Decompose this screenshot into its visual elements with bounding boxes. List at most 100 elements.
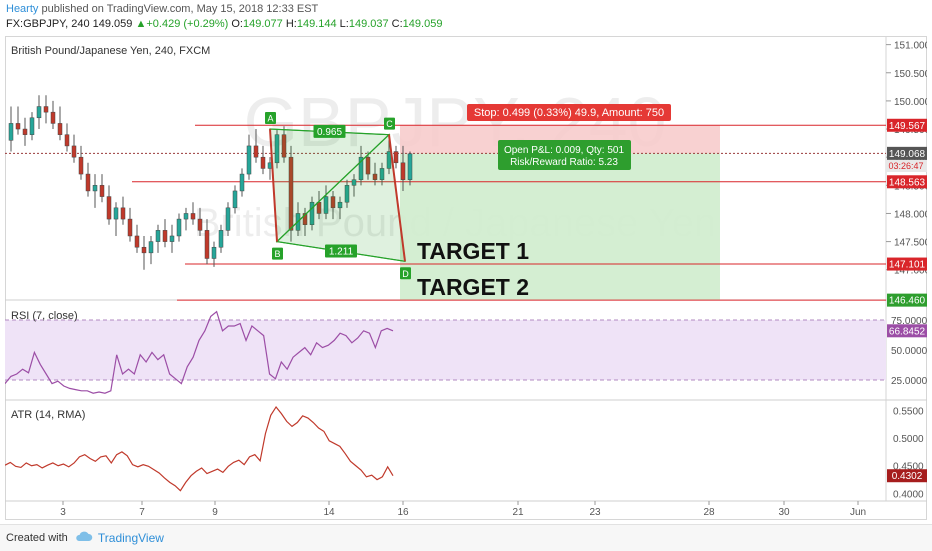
- candle-body: [106, 196, 112, 220]
- open-label: O:: [231, 18, 243, 30]
- time-tick-label: 16: [397, 507, 409, 518]
- candle-body: [344, 185, 350, 203]
- candle-body: [162, 230, 168, 242]
- price-tick-label: 147.000: [894, 266, 927, 277]
- candle-body: [393, 151, 399, 164]
- time-tick-label: 23: [589, 507, 601, 518]
- pattern-point-label: A: [267, 114, 273, 124]
- candle-body: [190, 213, 196, 220]
- chart-frame[interactable]: GBPJPY, 240 British Pound / Japanese Yen…: [4, 36, 931, 520]
- candle-body: [239, 173, 245, 192]
- candle-body: [148, 241, 154, 254]
- take-profit-zone[interactable]: [400, 153, 720, 301]
- rsi-tick-label: 25.0000: [891, 376, 927, 387]
- pnl-label-bg: [498, 140, 631, 170]
- pattern-cd-leg: [388, 134, 406, 262]
- high-value: 149.144: [296, 18, 337, 30]
- candle-body: [351, 179, 357, 186]
- candle-body: [386, 151, 392, 169]
- time-tick-label: 30: [778, 507, 790, 518]
- candle-body: [309, 201, 315, 225]
- pattern-point-badge: [384, 117, 395, 130]
- rsi-last-value: 66.8452: [889, 326, 926, 337]
- close-label: C:: [391, 18, 403, 30]
- bar-countdown: 03:26:47: [888, 161, 923, 171]
- harmonic-pattern[interactable]: A B C D 0.965 1.211: [265, 112, 411, 280]
- candle-body: [50, 111, 56, 124]
- price-pane-title: British Pound/Japanese Yen, 240, FXCM: [11, 45, 210, 57]
- stop-label-bg: [467, 104, 671, 121]
- atr-last-value: 0.4302: [892, 471, 923, 482]
- candle-body: [260, 156, 266, 169]
- rsi-line: [4, 310, 394, 394]
- tradingview-link[interactable]: TradingView: [97, 531, 164, 545]
- close-value: 149.059: [402, 18, 443, 30]
- candle-body: [323, 196, 329, 214]
- candle-body: [85, 173, 91, 192]
- candle-body: [169, 235, 175, 242]
- candle-body: [337, 201, 343, 209]
- atr-grid: 0.5500 0.5000 0.4500 0.4000: [893, 406, 924, 500]
- target-1-label: TARGET 1: [417, 238, 529, 264]
- time-tick-label: Jun: [850, 507, 866, 518]
- candle-body: [29, 117, 35, 135]
- rsi-pane-title: RSI (7, close): [11, 310, 78, 322]
- low-label: L:: [339, 18, 349, 30]
- chart-svg[interactable]: GBPJPY, 240 British Pound / Japanese Yen…: [4, 36, 931, 520]
- candle-body: [358, 156, 364, 180]
- atr-pane-title: ATR (14, RMA): [11, 409, 85, 421]
- candle-body: [127, 218, 133, 237]
- candle-body: [15, 123, 21, 130]
- ratio-label-ac: 0.965: [317, 127, 342, 138]
- candle-body: [57, 123, 63, 135]
- pattern-ab-leg: [269, 128, 278, 242]
- candle-body: [330, 196, 336, 209]
- price-tick-label: 150.000: [894, 97, 927, 108]
- atr-tick-label: 0.4000: [893, 489, 924, 500]
- candle-body: [400, 162, 406, 180]
- candle-body: [43, 106, 49, 113]
- rsi-tick-label: 75.0000: [891, 316, 927, 327]
- rsi-tick-label: 50.0000: [891, 346, 927, 357]
- pattern-point-label: D: [402, 269, 409, 279]
- candle-body: [288, 156, 294, 231]
- change-arrow-icon: ▲: [135, 18, 147, 30]
- footer: Created with TradingView: [0, 524, 932, 551]
- candle-body: [8, 123, 14, 141]
- pattern-point-label: C: [386, 119, 393, 129]
- candle-body: [302, 213, 308, 225]
- time-tick-label: 3: [60, 507, 66, 518]
- candle-body: [113, 207, 119, 220]
- price-tick-label: 148.000: [894, 209, 927, 220]
- candle-body: [64, 134, 70, 147]
- candle-body: [218, 230, 224, 248]
- price-level-value: 147.101: [889, 260, 926, 271]
- stop-label: Stop: 0.499 (0.33%) 49.9, Amount: 750: [474, 107, 664, 119]
- atr-line: [4, 405, 394, 492]
- time-tick-label: 14: [323, 507, 335, 518]
- time-tick-label: 9: [212, 507, 218, 518]
- candle-body: [120, 207, 126, 220]
- candle-body: [407, 153, 413, 180]
- candle-body: [232, 190, 238, 209]
- rsi-grid: 75.0000 50.0000 25.0000: [5, 316, 928, 387]
- pattern-point-badge: [400, 267, 411, 280]
- countdown-bg: [886, 160, 927, 172]
- last-price: 149.059: [92, 18, 133, 30]
- candle-body: [176, 218, 182, 237]
- target-2-label: TARGET 2: [417, 274, 529, 300]
- horizontal-levels[interactable]: 149.567 149.068 148.563 147.101 146.460: [5, 118, 927, 307]
- price-level-tag: [887, 146, 927, 160]
- time-axis[interactable]: 3 7 9 14 16 21 23 28 30 Jun: [60, 501, 866, 518]
- candle-body: [253, 145, 259, 158]
- time-tick-label: 7: [139, 507, 145, 518]
- atr-tick-label: 0.4500: [893, 462, 924, 473]
- created-with-label: Created with: [6, 531, 68, 544]
- candle-body: [281, 134, 287, 158]
- candle-body: [246, 145, 252, 175]
- tradingview-cloud-icon: [75, 531, 93, 545]
- author-link[interactable]: Hearty: [6, 3, 39, 15]
- publish-info: published on TradingView.com, May 15, 20…: [41, 3, 319, 15]
- price-tick-label: 147.500: [894, 238, 927, 249]
- candle-body: [99, 185, 105, 197]
